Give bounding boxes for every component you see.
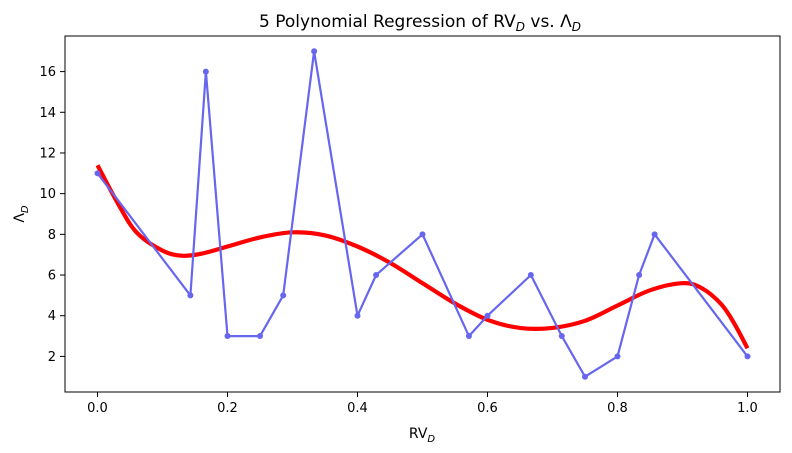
x-tick-label: 0.6 — [477, 401, 498, 416]
y-tick-label: 10 — [39, 187, 56, 202]
x-axis-label: RVD — [409, 426, 436, 445]
chart-title: 5 Polynomial Regression of RVD vs. ΛD — [259, 12, 581, 34]
fit-layer — [95, 164, 750, 350]
data-point — [527, 272, 534, 279]
y-tick-label: 12 — [39, 146, 56, 161]
y-tick-label: 6 — [48, 269, 56, 284]
title-subscript-2: D — [572, 20, 581, 34]
data-point — [558, 333, 565, 340]
x-tick-label: 0.4 — [347, 401, 368, 416]
y-tick-label: 14 — [39, 106, 56, 121]
data-point — [465, 333, 472, 340]
y-tick-label: 4 — [48, 309, 56, 324]
data-point — [94, 170, 101, 177]
y-axis: 2 4 6 8 10 12 14 16 — [39, 65, 65, 365]
x-tick-label: 0.2 — [217, 401, 238, 416]
x-axis: 0.0 0.2 0.4 0.6 0.8 1.0 — [87, 392, 758, 416]
data-point — [582, 373, 588, 380]
x-tick-label: 1.0 — [737, 401, 758, 416]
data-point — [311, 48, 318, 55]
title-middle: vs. Λ — [525, 12, 572, 32]
y-axis-label: ΛD — [12, 205, 31, 223]
plot-frame — [64, 35, 781, 393]
x-tick-label: 0.0 — [87, 401, 108, 416]
data-point — [280, 292, 287, 299]
y-tick-label: 16 — [39, 65, 56, 80]
data-point — [614, 353, 621, 360]
y-tick-label: 8 — [48, 228, 56, 243]
data-point — [224, 333, 231, 340]
data-layer — [94, 48, 751, 380]
data-point — [636, 272, 643, 279]
data-point — [257, 333, 263, 340]
data-point — [187, 292, 194, 299]
data-point — [373, 272, 380, 279]
data-point — [651, 231, 658, 238]
data-point — [202, 68, 209, 75]
data-point — [484, 312, 491, 319]
x-axis-label-subscript: D — [427, 434, 435, 445]
title-subscript-1: D — [516, 20, 525, 34]
y-axis-label-subscript: D — [20, 205, 31, 213]
data-point — [419, 231, 426, 238]
data-point — [354, 312, 361, 319]
polynomial-fit-curve — [95, 164, 750, 350]
x-tick-label: 0.8 — [607, 401, 628, 416]
y-tick-label: 2 — [48, 350, 56, 365]
data-point — [744, 353, 751, 360]
